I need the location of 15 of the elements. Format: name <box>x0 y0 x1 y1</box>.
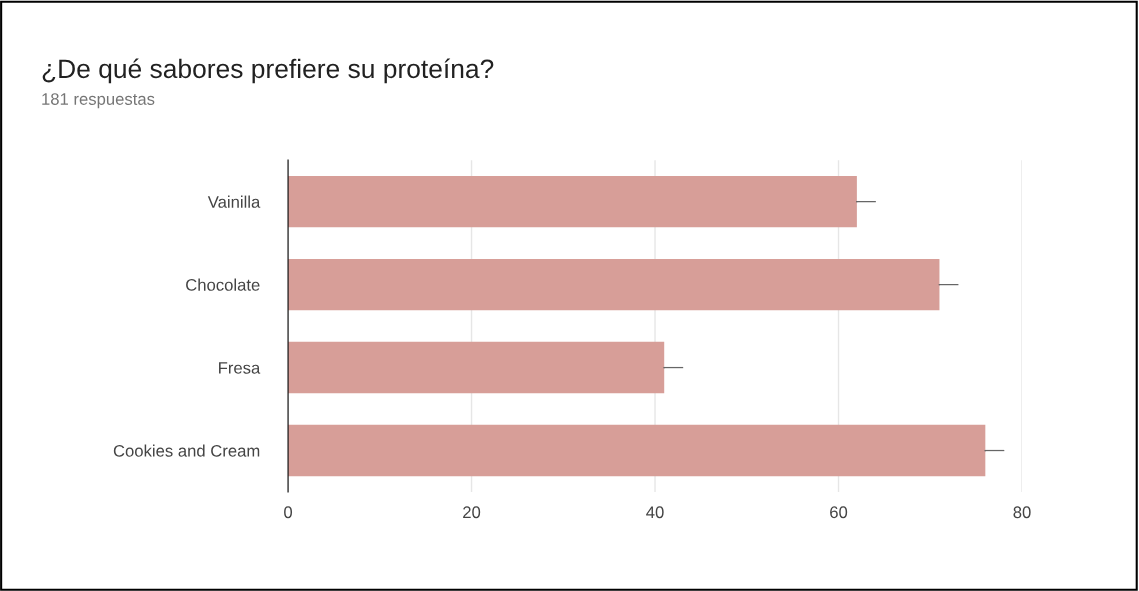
bar <box>288 424 986 477</box>
y-tick-label: Chocolate <box>186 278 260 291</box>
bar <box>288 258 940 311</box>
x-tick-label: 60 <box>830 506 848 519</box>
y-tick-label: Vainilla <box>207 195 261 208</box>
x-tick-label: 80 <box>1013 506 1031 519</box>
x-tick-label: 0 <box>284 506 293 519</box>
bar <box>288 341 665 394</box>
chart-title: ¿De qué sabores prefiere su proteína? <box>42 58 494 84</box>
x-tick-label: 40 <box>646 506 664 519</box>
y-tick-label: Cookies and Cream <box>113 444 260 457</box>
y-tick-label: Fresa <box>219 362 261 374</box>
text: 181 respuestas <box>42 93 155 109</box>
bar <box>288 175 857 228</box>
x-tick-label: 20 <box>463 506 481 519</box>
